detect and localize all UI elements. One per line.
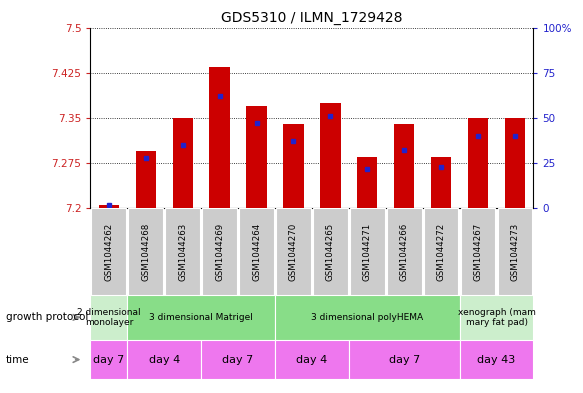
Bar [209,67,230,208]
Bar [357,157,377,208]
Text: day 7: day 7 [223,354,254,365]
Text: GSM1044263: GSM1044263 [178,222,187,281]
Bar [498,208,532,295]
Text: GSM1044269: GSM1044269 [215,222,224,281]
Bar [166,208,200,295]
Text: 3 dimensional Matrigel: 3 dimensional Matrigel [149,313,253,322]
Text: GSM1044271: GSM1044271 [363,222,372,281]
Text: xenograph (mam
mary fat pad): xenograph (mam mary fat pad) [458,308,535,327]
Text: GSM1044270: GSM1044270 [289,222,298,281]
Bar [275,340,349,379]
Bar [127,340,201,379]
Bar [424,208,458,295]
Bar [320,103,340,208]
Bar [201,340,275,379]
Bar [202,208,237,295]
Text: GSM1044268: GSM1044268 [141,222,150,281]
Title: GDS5310 / ILMN_1729428: GDS5310 / ILMN_1729428 [221,11,403,25]
Bar [349,340,459,379]
Bar [173,118,193,208]
Bar [394,124,415,208]
Bar [505,118,525,208]
Bar [90,340,127,379]
Text: 2 dimensional
monolayer: 2 dimensional monolayer [77,308,141,327]
Bar [313,208,347,295]
Bar [387,208,422,295]
Text: day 4: day 4 [296,354,328,365]
Bar [468,118,488,208]
Text: growth protocol: growth protocol [6,312,88,322]
Bar [99,205,119,208]
Bar [350,208,385,295]
Text: GSM1044267: GSM1044267 [473,222,483,281]
Bar [283,124,304,208]
Bar [90,295,127,340]
Bar [239,208,274,295]
Text: day 4: day 4 [149,354,180,365]
Text: 3 dimensional polyHEMA: 3 dimensional polyHEMA [311,313,423,322]
Bar [275,295,459,340]
Bar [461,208,496,295]
Bar [431,157,451,208]
Bar [459,340,533,379]
Text: GSM1044265: GSM1044265 [326,222,335,281]
Text: GSM1044272: GSM1044272 [437,222,445,281]
Text: day 7: day 7 [93,354,124,365]
Text: GSM1044266: GSM1044266 [400,222,409,281]
Bar [276,208,311,295]
Bar [247,106,266,208]
Bar [136,151,156,208]
Text: day 43: day 43 [477,354,515,365]
Text: GSM1044264: GSM1044264 [252,222,261,281]
Bar [127,295,275,340]
Text: GSM1044273: GSM1044273 [511,222,519,281]
Bar [128,208,163,295]
Bar [459,295,533,340]
Text: GSM1044262: GSM1044262 [104,222,113,281]
Text: day 7: day 7 [389,354,420,365]
Bar [92,208,126,295]
Text: time: time [6,354,30,365]
